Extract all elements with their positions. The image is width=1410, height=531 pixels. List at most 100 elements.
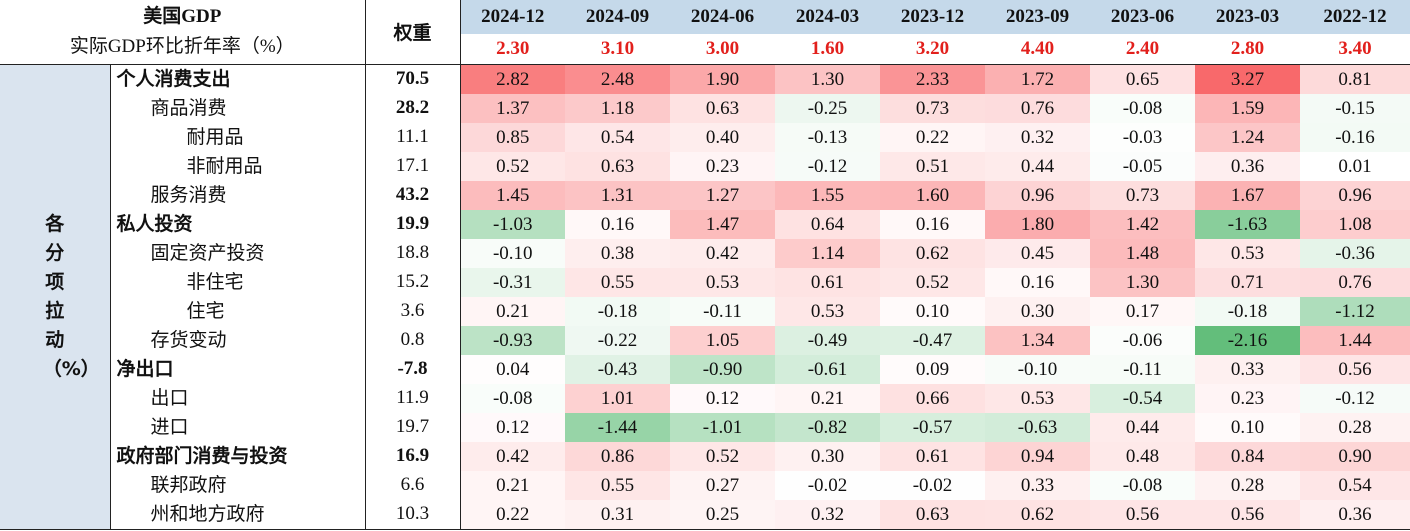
- table-row: 商品消费 28.2 1.37 1.18 0.63 -0.25 0.73 0.76 -0.08 1.…: [0, 93, 1410, 123]
- value-cell: 0.16: [565, 209, 670, 239]
- row-label: 商品消费: [110, 93, 366, 123]
- value-cell: 0.23: [670, 151, 775, 181]
- value-cell: 0.73: [880, 93, 985, 123]
- value-cell: 0.85: [460, 122, 565, 152]
- row-weight: 3.6: [365, 296, 461, 326]
- table-row: 非住宅 15.2 -0.31 0.55 0.53 0.61 0.52 0.16 1.30 0.71…: [0, 267, 1410, 297]
- value-cell: 1.45: [460, 180, 565, 210]
- period-header: 2023-06: [1090, 0, 1195, 34]
- value-cell: 0.62: [985, 499, 1090, 530]
- value-cell: 0.30: [775, 441, 880, 471]
- value-cell: 0.66: [880, 383, 985, 413]
- value-cell: 0.21: [775, 383, 880, 413]
- value-cell: 0.04: [460, 354, 565, 384]
- value-cell: 0.33: [985, 470, 1090, 500]
- value-cell: 0.76: [985, 93, 1090, 123]
- value-cell: -0.47: [880, 325, 985, 355]
- value-cell: 0.61: [880, 441, 985, 471]
- value-cell: -0.02: [880, 470, 985, 500]
- value-cell: -0.31: [460, 267, 565, 297]
- table-title-line2: 实际GDP环比折年率（%）: [69, 35, 295, 57]
- table-title-line1: 美国GDP: [143, 5, 222, 27]
- value-cell: 0.53: [775, 296, 880, 326]
- value-cell: 0.71: [1195, 267, 1300, 297]
- table-row: 固定资产投资 18.8 -0.10 0.38 0.42 1.14 0.62 0.45 1.48 0…: [0, 238, 1410, 268]
- row-label: 耐用品: [110, 122, 366, 152]
- value-cell: -0.63: [985, 412, 1090, 442]
- value-cell: 0.52: [460, 151, 565, 181]
- value-cell: 1.30: [775, 64, 880, 94]
- row-label: 净出口: [110, 354, 366, 384]
- value-cell: 0.53: [1195, 238, 1300, 268]
- value-cell: 0.28: [1195, 470, 1300, 500]
- value-cell: 0.28: [1300, 412, 1410, 442]
- value-cell: 1.72: [985, 64, 1090, 94]
- value-cell: 0.36: [1195, 151, 1300, 181]
- value-cell: 0.62: [880, 238, 985, 268]
- value-cell: -0.08: [460, 383, 565, 413]
- row-weight: 28.2: [365, 93, 461, 123]
- value-cell: 3.27: [1195, 64, 1300, 94]
- value-cell: 0.01: [1300, 151, 1410, 181]
- value-cell: -0.08: [1090, 470, 1195, 500]
- period-header: 2022-12: [1300, 0, 1410, 34]
- value-cell: -0.06: [1090, 325, 1195, 355]
- gdp-rate: 1.60: [775, 34, 880, 65]
- value-cell: -0.93: [460, 325, 565, 355]
- value-cell: 1.47: [670, 209, 775, 239]
- value-cell: -0.36: [1300, 238, 1410, 268]
- row-weight: 19.7: [365, 412, 461, 442]
- value-cell: 0.51: [880, 151, 985, 181]
- row-label: 非住宅: [110, 267, 366, 297]
- row-label: 住宅: [110, 296, 366, 326]
- gdp-rate: 2.30: [460, 34, 565, 65]
- value-cell: 1.48: [1090, 238, 1195, 268]
- table-row: 各分项拉动（%） 个人消费支出 70.5 2.82 2.48 1.90 1.30 2.33 1.…: [0, 64, 1410, 530]
- row-weight: 17.1: [365, 151, 461, 181]
- value-cell: 1.30: [1090, 267, 1195, 297]
- value-cell: 1.55: [775, 180, 880, 210]
- row-label: 进口: [110, 412, 366, 442]
- table-row: 存货变动 0.8 -0.93 -0.22 1.05 -0.49 -0.47 1.34 -0.06…: [0, 325, 1410, 355]
- value-cell: 1.27: [670, 180, 775, 210]
- row-label: 服务消费: [110, 180, 366, 210]
- value-cell: -0.12: [775, 151, 880, 181]
- value-cell: -0.03: [1090, 122, 1195, 152]
- value-cell: 0.16: [985, 267, 1090, 297]
- value-cell: -0.16: [1300, 122, 1410, 152]
- value-cell: 0.52: [880, 267, 985, 297]
- table-row: 政府部门消费与投资 16.9 0.42 0.86 0.52 0.30 0.61 0.94 0.4…: [0, 441, 1410, 471]
- value-cell: 0.48: [1090, 441, 1195, 471]
- row-weight: 43.2: [365, 180, 461, 210]
- period-header: 2024-06: [670, 0, 775, 34]
- value-cell: 0.42: [670, 238, 775, 268]
- value-cell: -0.61: [775, 354, 880, 384]
- row-weight: 19.9: [365, 209, 461, 239]
- row-weight: 15.2: [365, 267, 461, 297]
- period-header: 2024-09: [565, 0, 670, 34]
- value-cell: 0.96: [985, 180, 1090, 210]
- gdp-rate: 3.40: [1300, 34, 1410, 65]
- value-cell: -0.54: [1090, 383, 1195, 413]
- value-cell: 0.21: [460, 296, 565, 326]
- value-cell: 1.80: [985, 209, 1090, 239]
- value-cell: 1.59: [1195, 93, 1300, 123]
- value-cell: 0.63: [670, 93, 775, 123]
- row-weight: 16.9: [365, 441, 461, 471]
- period-header: 2024-03: [775, 0, 880, 34]
- value-cell: 0.42: [460, 441, 565, 471]
- value-cell: 1.60: [880, 180, 985, 210]
- period-header: 2023-09: [985, 0, 1090, 34]
- value-cell: 1.18: [565, 93, 670, 123]
- value-cell: 0.40: [670, 122, 775, 152]
- value-cell: 1.44: [1300, 325, 1410, 355]
- value-cell: 1.37: [460, 93, 565, 123]
- value-cell: 0.25: [670, 499, 775, 530]
- value-cell: 0.65: [1090, 64, 1195, 94]
- value-cell: -1.63: [1195, 209, 1300, 239]
- row-weight: 70.5: [365, 64, 461, 94]
- value-cell: -0.43: [565, 354, 670, 384]
- value-cell: 0.55: [565, 470, 670, 500]
- value-cell: -0.18: [565, 296, 670, 326]
